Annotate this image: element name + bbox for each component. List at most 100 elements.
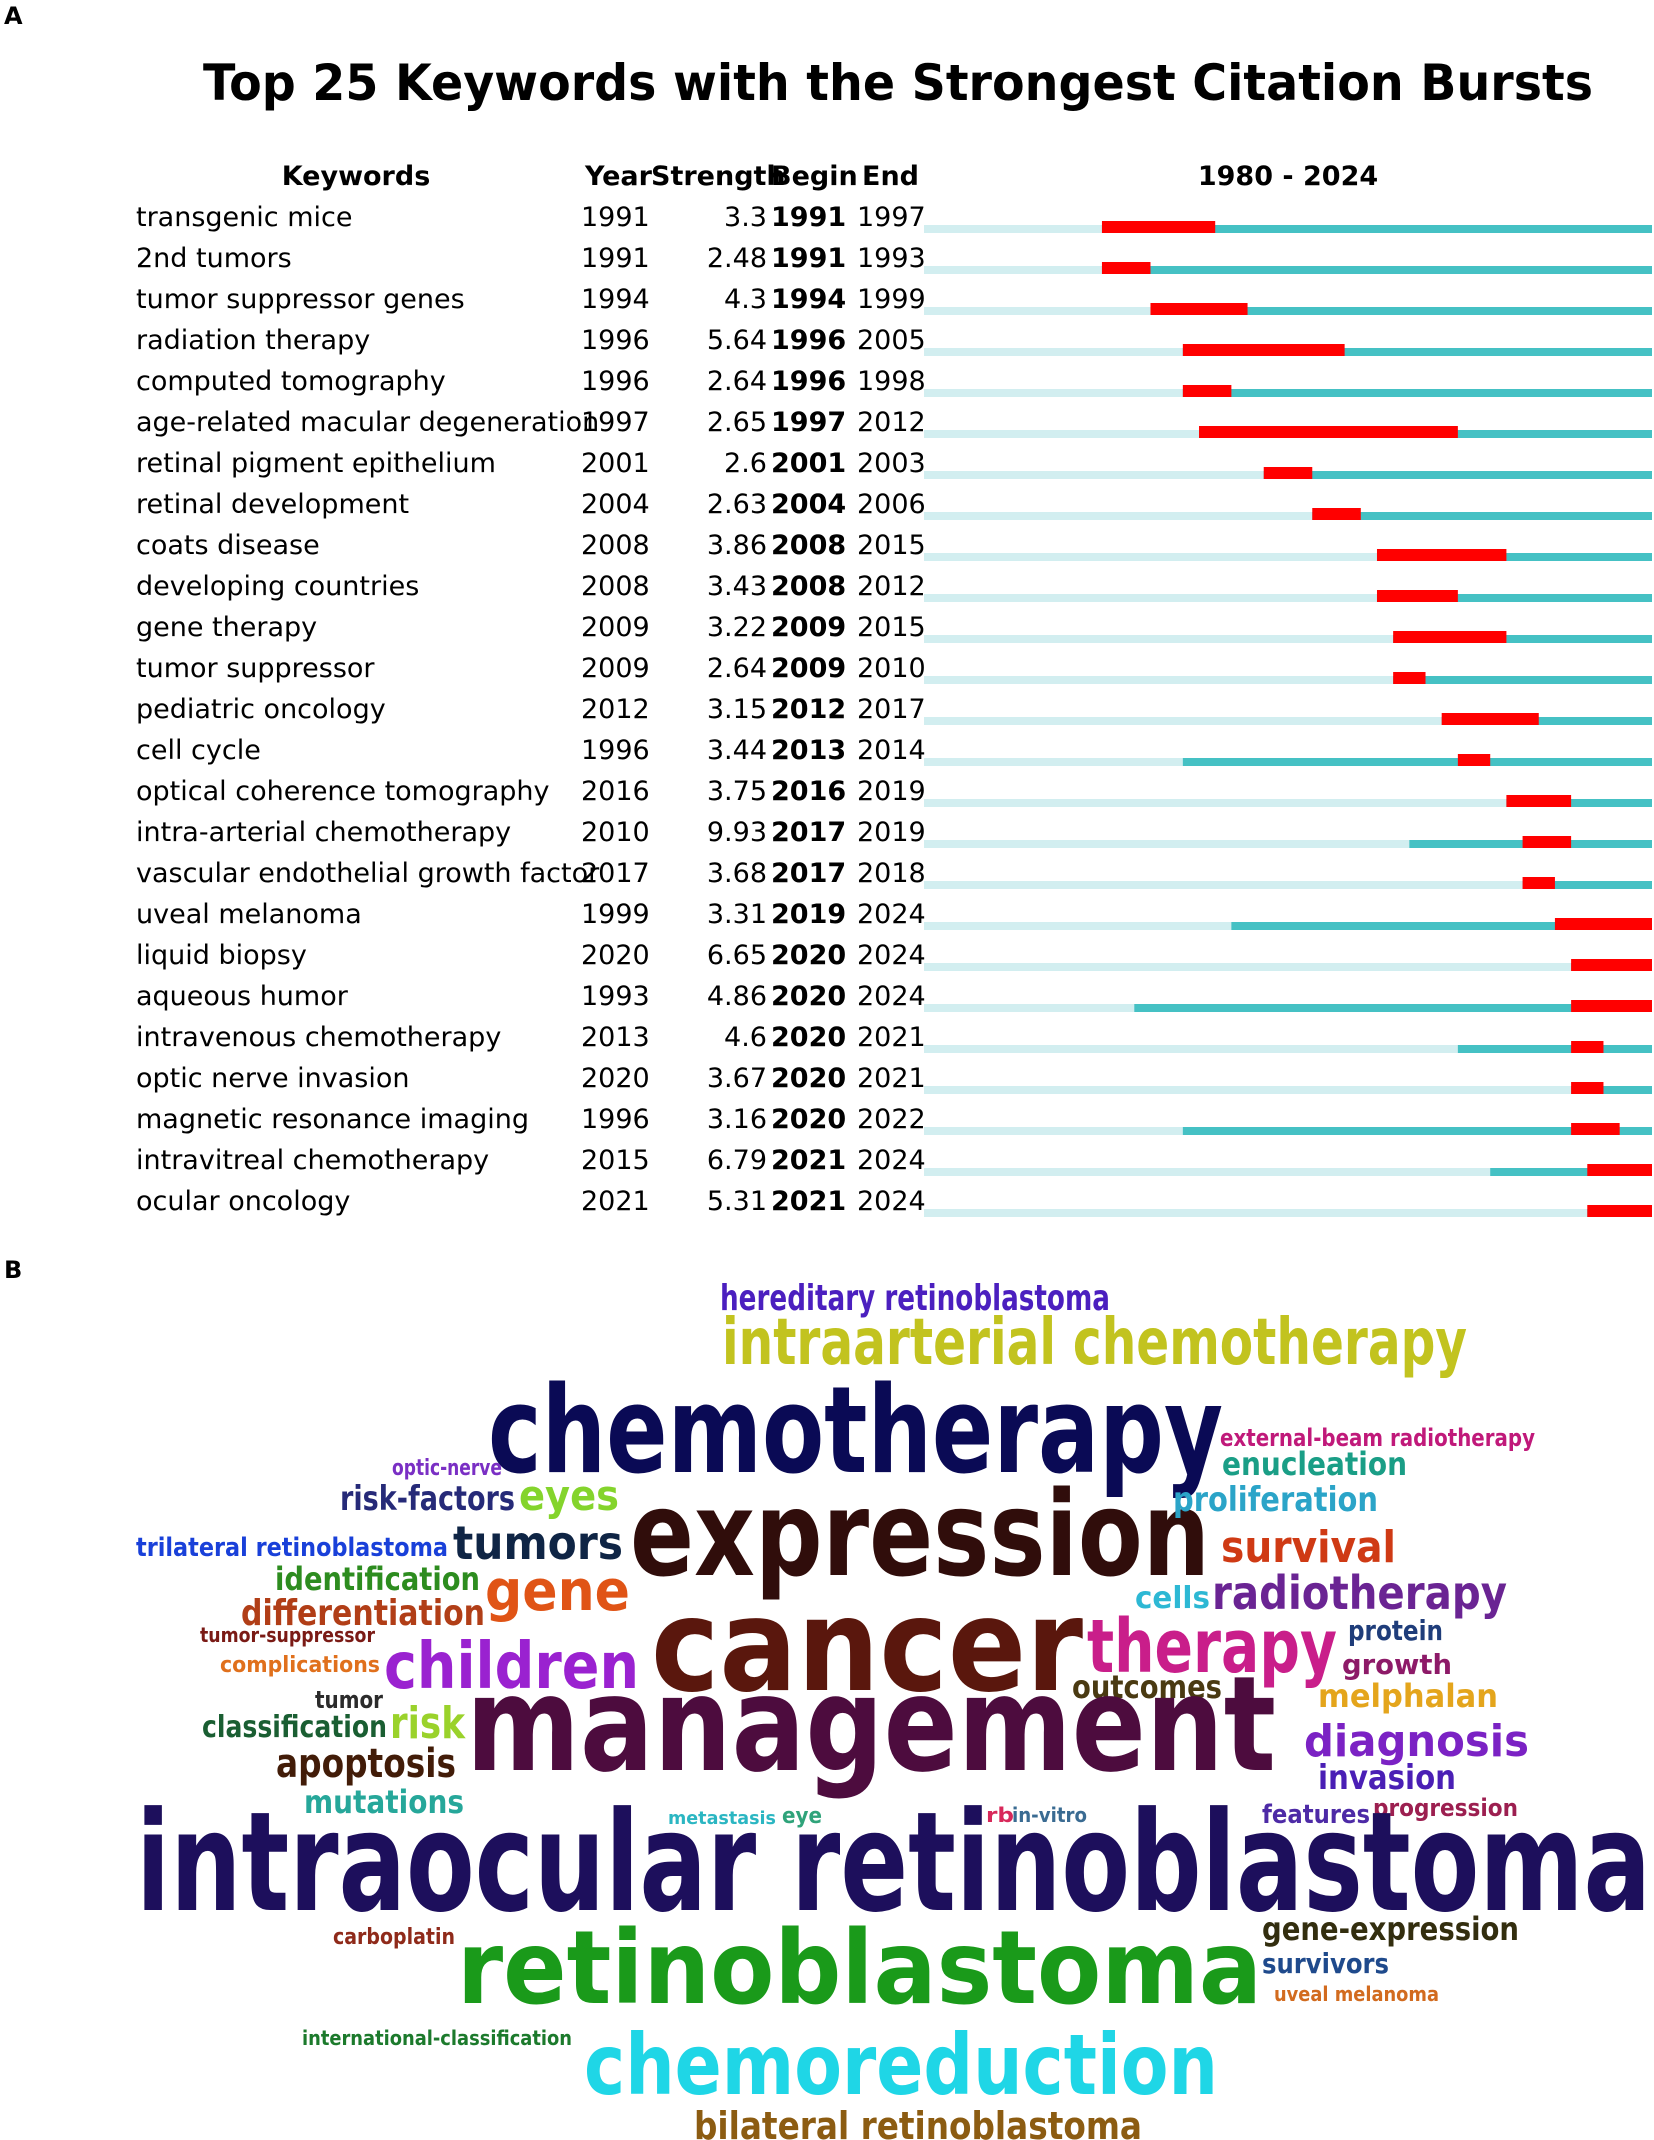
cloud-word: external-beam radiotherapy: [1220, 1424, 1535, 1452]
cloud-word: eyes: [519, 1471, 619, 1520]
strength-value: 2.6: [724, 448, 767, 479]
cloud-word: mutations: [304, 1783, 464, 1821]
burst-bar: [1571, 959, 1652, 971]
keyword-label: optical coherence tomography: [136, 776, 550, 807]
cloud-word: in-vitro: [1012, 1803, 1087, 1827]
strength-value: 4.86: [707, 981, 767, 1012]
strength-value: 4.6: [724, 1022, 767, 1053]
cloud-word: chemoreduction: [584, 2016, 1218, 2114]
cloud-word: therapy: [1087, 1604, 1337, 1690]
end-value: 2022: [857, 1104, 926, 1135]
year-value: 2004: [581, 489, 650, 520]
cloud-word: growth: [1342, 1648, 1452, 1681]
table-row: vascular endothelial growth factor 2017 3.…: [136, 858, 1652, 889]
header-begin: Begin: [771, 161, 858, 192]
active-bar: [1182, 1127, 1652, 1135]
table-row: pediatric oncology 2012 3.15 2012 2017: [136, 694, 1652, 725]
keyword-label: intravenous chemotherapy: [136, 1022, 501, 1053]
strength-value: 3.86: [707, 530, 767, 561]
begin-value: 2016: [771, 776, 846, 807]
begin-value: 2020: [771, 940, 846, 971]
header-keywords: Keywords: [282, 161, 431, 192]
begin-value: 2009: [771, 653, 846, 684]
begin-value: 2019: [771, 899, 846, 930]
year-value: 2015: [581, 1145, 650, 1176]
end-value: 2015: [857, 530, 926, 561]
cloud-word: melphalan: [1318, 1677, 1498, 1715]
timeline-bar: [924, 1209, 1652, 1217]
strength-value: 3.68: [707, 858, 767, 889]
cloud-word: intraarterial chemotherapy: [722, 1306, 1467, 1380]
strength-value: 3.43: [707, 571, 767, 602]
table-row: uveal melanoma 1999 3.31 2019 2024: [136, 899, 1652, 930]
active-bar: [1393, 635, 1652, 643]
cloud-word: risk-factors: [340, 1479, 515, 1519]
cloud-word: radiotherapy: [1212, 1566, 1507, 1620]
timeline-bar: [924, 635, 1652, 643]
year-value: 2020: [581, 940, 650, 971]
end-value: 2021: [857, 1063, 926, 1094]
year-value: 1996: [581, 325, 650, 356]
cloud-word: retinoblastoma: [457, 1909, 1262, 2028]
timeline-bar: [924, 512, 1652, 520]
cloud-word: gene-expression: [1262, 1910, 1519, 1948]
end-value: 1993: [857, 243, 926, 274]
active-bar: [1376, 594, 1652, 602]
end-value: 2024: [857, 899, 926, 930]
active-bar: [1134, 1004, 1652, 1012]
keyword-label: retinal development: [136, 489, 409, 520]
keyword-label: transgenic mice: [136, 202, 352, 233]
timeline-bar: [924, 1045, 1652, 1053]
burst-bar: [1571, 1082, 1604, 1094]
end-value: 2012: [857, 407, 926, 438]
table-row: aqueous humor 1993 4.86 2020 2024: [136, 981, 1652, 1012]
cloud-word: management: [466, 1648, 1276, 1802]
begin-value: 2008: [771, 571, 846, 602]
cloud-word: classification: [202, 1710, 387, 1745]
end-value: 1999: [857, 284, 926, 315]
end-value: 2005: [857, 325, 926, 356]
burst-bar: [1522, 877, 1555, 889]
burst-bar: [1441, 713, 1539, 725]
strength-value: 6.65: [707, 940, 767, 971]
keyword-label: ocular oncology: [136, 1186, 350, 1217]
keyword-label: liquid biopsy: [136, 940, 307, 971]
table-row: retinal development 2004 2.63 2004 2006: [136, 489, 1652, 520]
strength-value: 2.64: [707, 366, 767, 397]
end-value: 2003: [857, 448, 926, 479]
keyword-label: vascular endothelial growth factor: [136, 858, 600, 889]
active-bar: [1263, 471, 1652, 479]
cloud-word: risk: [390, 1698, 466, 1749]
keyword-label: tumor suppressor genes: [136, 284, 465, 315]
active-bar: [1393, 676, 1652, 684]
begin-value: 1994: [771, 284, 846, 315]
end-value: 2024: [857, 1186, 926, 1217]
timeline-bar: [924, 1086, 1652, 1094]
table-row: 2nd tumors 1991 2.48 1991 1993: [136, 243, 1652, 274]
year-value: 1994: [581, 284, 650, 315]
year-value: 1996: [581, 1104, 650, 1135]
active-bar: [1571, 1086, 1652, 1094]
keyword-label: retinal pigment epithelium: [136, 448, 496, 479]
keyword-label: tumor suppressor: [136, 653, 375, 684]
burst-bar: [1182, 344, 1345, 356]
timeline-bar: [924, 553, 1652, 561]
panel-a-letter: A: [4, 2, 23, 30]
year-value: 1996: [581, 366, 650, 397]
begin-value: 2017: [771, 858, 846, 889]
keyword-label: 2nd tumors: [136, 243, 292, 274]
cloud-word: invasion: [1318, 1758, 1456, 1798]
cloud-word: cancer: [651, 1572, 1083, 1721]
cloud-word: complications: [220, 1653, 380, 1678]
cloud-word: intraocular retinoblastoma: [136, 1782, 1651, 1943]
year-value: 2009: [581, 612, 650, 643]
cloud-word: tumor: [315, 1686, 383, 1714]
year-value: 2010: [581, 817, 650, 848]
strength-value: 5.64: [707, 325, 767, 356]
cloud-word: international-classification: [302, 2026, 572, 2050]
burst-bar: [1101, 262, 1151, 274]
strength-value: 3.16: [707, 1104, 767, 1135]
burst-bar: [1101, 221, 1216, 233]
burst-bar: [1263, 467, 1313, 479]
